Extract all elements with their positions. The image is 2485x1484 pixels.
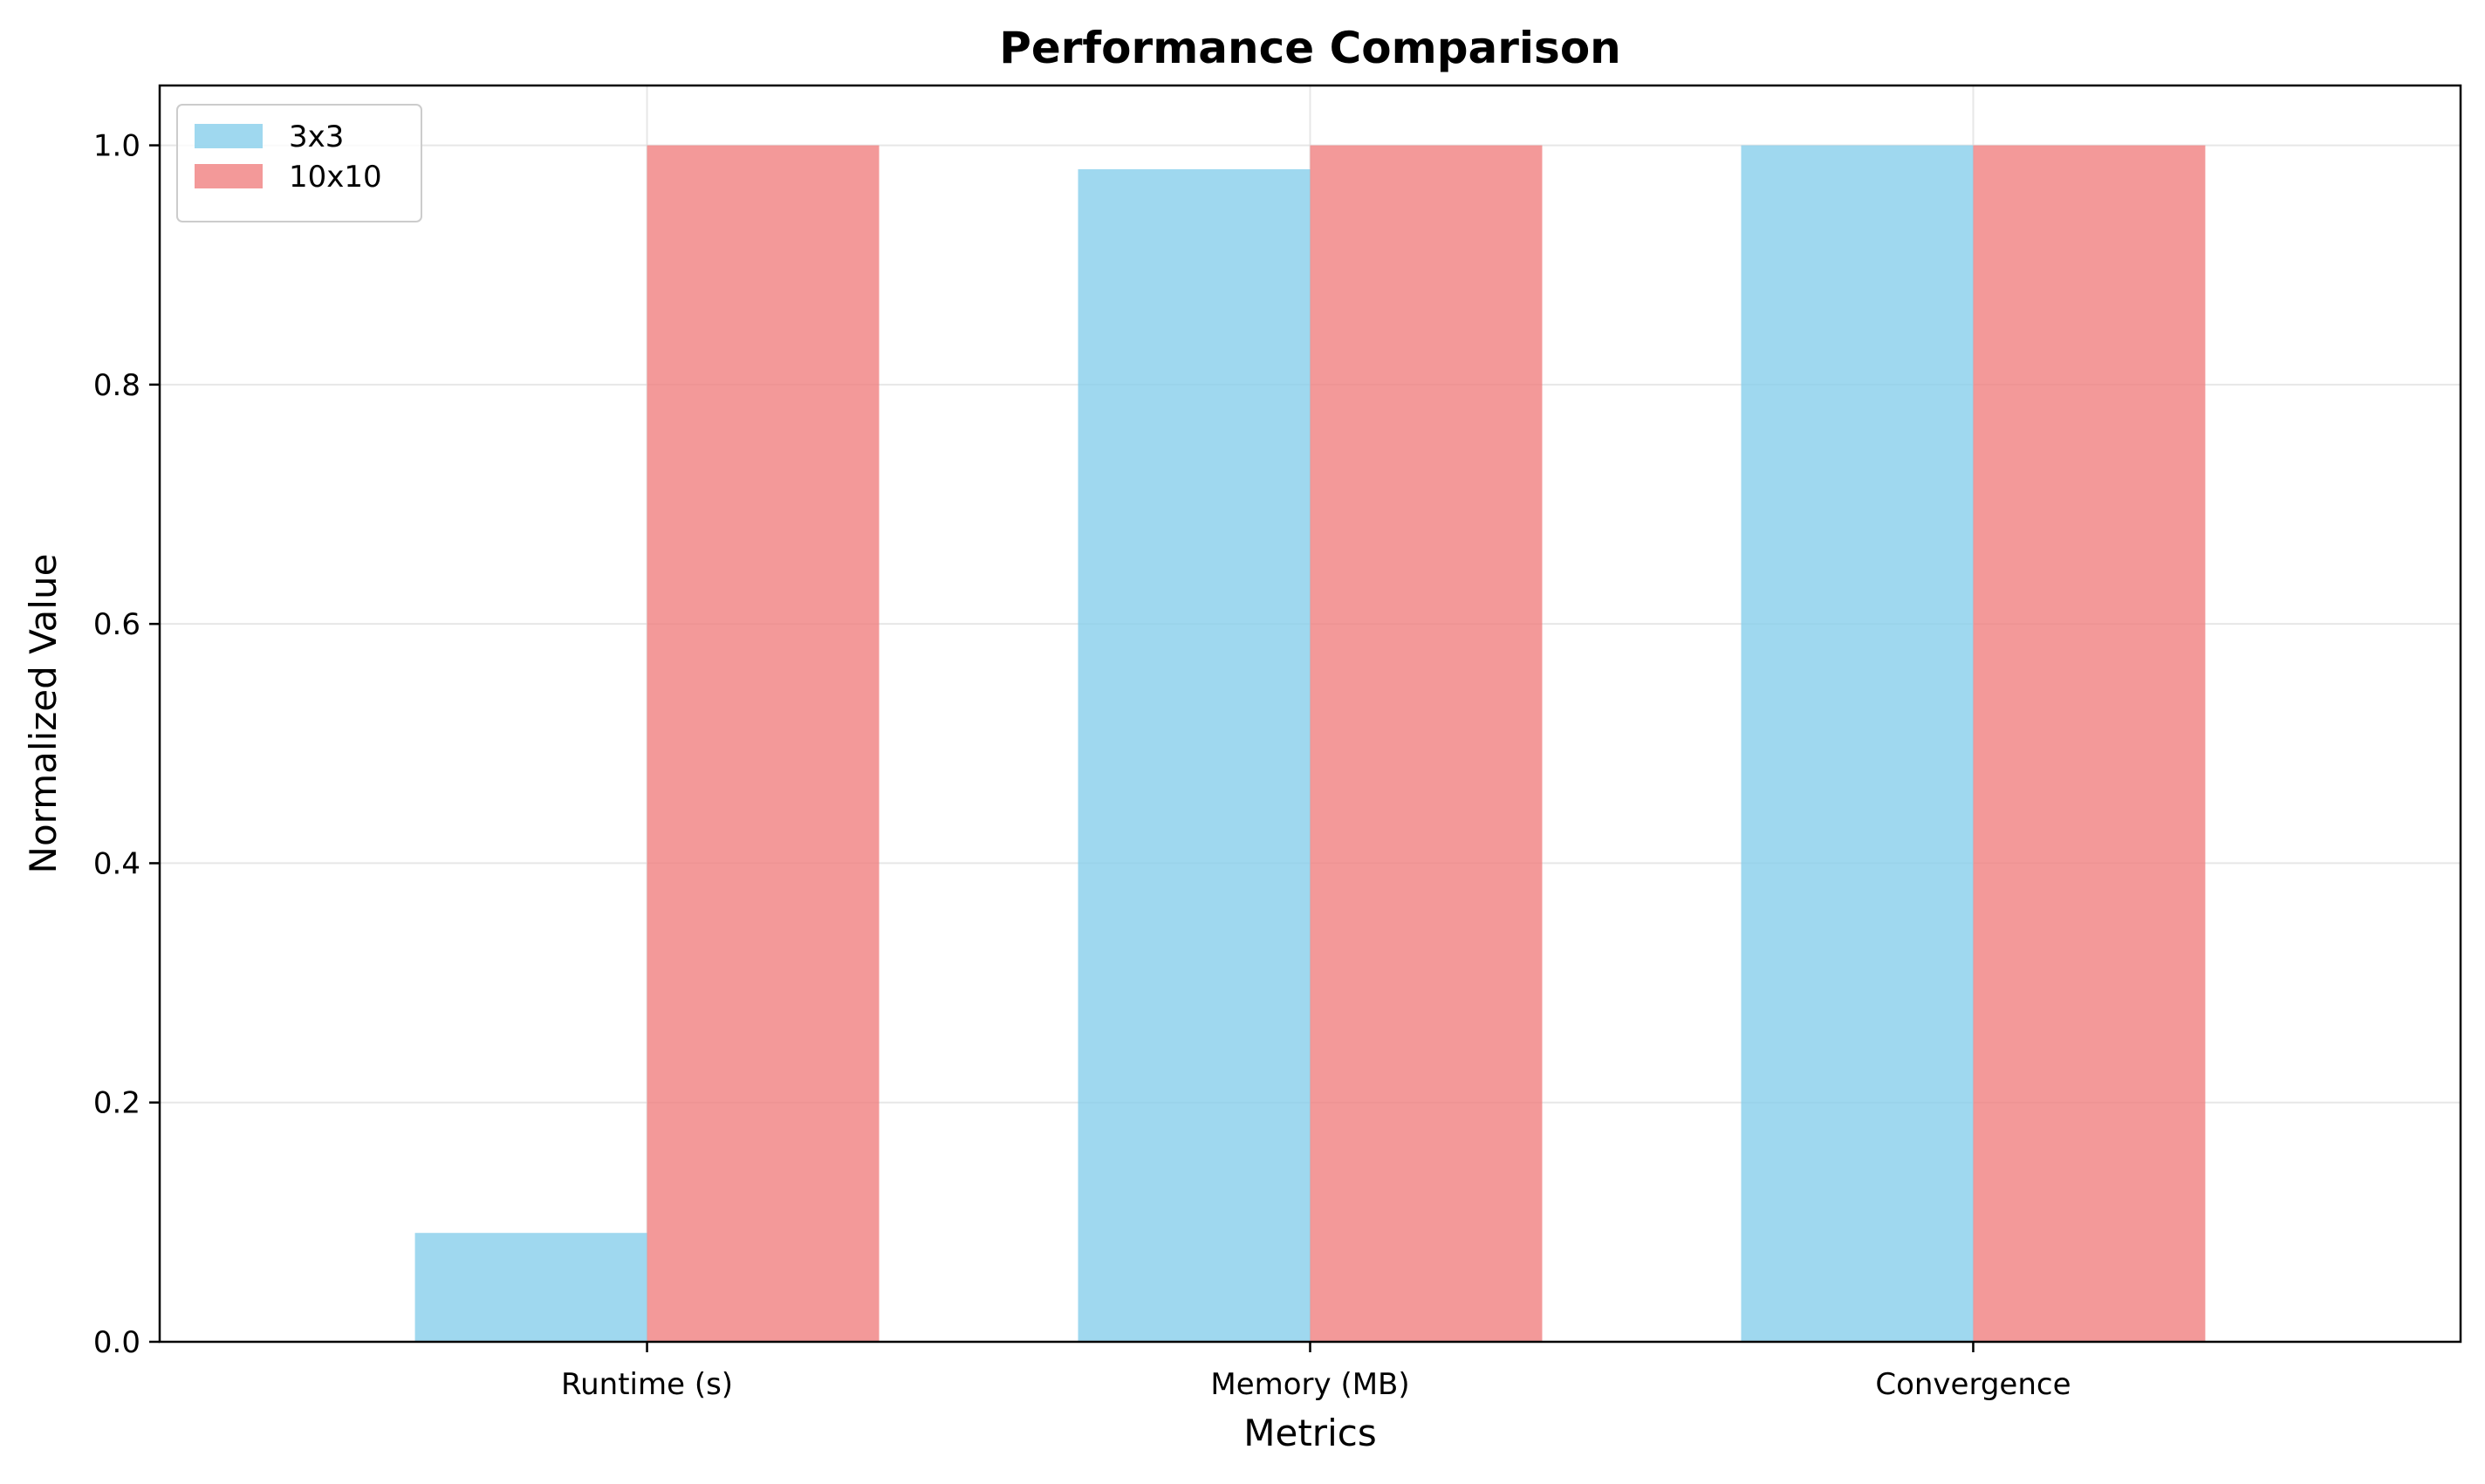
legend-swatch-10x10 — [195, 164, 263, 188]
y-tick-label: 1.0 — [93, 129, 140, 164]
legend-label-10x10: 10x10 — [289, 160, 382, 195]
bars — [414, 145, 2206, 1343]
y-tick-label: 0.8 — [93, 368, 140, 403]
x-tick-label: Memory (MB) — [1210, 1367, 1409, 1402]
bar-3x3-Convergence — [1741, 145, 1974, 1343]
x-tick-label: Convergence — [1875, 1367, 2071, 1402]
y-tick-label: 0.0 — [93, 1325, 140, 1360]
axis-ticks: 0.0 0.2 0.4 0.6 0.8 1.0 Runtime (s) Memory (MB)… — [93, 129, 2071, 1402]
y-tick-label: 0.2 — [93, 1086, 140, 1121]
y-tick-label: 0.4 — [93, 846, 140, 881]
legend-label-3x3: 3x3 — [289, 120, 344, 154]
x-tick-label: Runtime (s) — [561, 1367, 733, 1402]
chart-title: Performance Comparison — [999, 23, 1621, 73]
bar-3x3-Memory (MB) — [1078, 169, 1311, 1342]
y-axis-label: Normalized Value — [22, 554, 65, 874]
bar-10x10-Memory (MB) — [1310, 145, 1543, 1343]
bar-3x3-Runtime (s) — [414, 1233, 647, 1342]
bar-10x10-Convergence — [1973, 145, 2206, 1343]
legend-swatch-3x3 — [195, 124, 263, 148]
legend: 3x3 10x10 — [176, 104, 422, 222]
x-axis-label: Metrics — [1243, 1412, 1376, 1454]
bar-10x10-Runtime (s) — [647, 145, 880, 1343]
y-tick-label: 0.6 — [93, 607, 140, 642]
